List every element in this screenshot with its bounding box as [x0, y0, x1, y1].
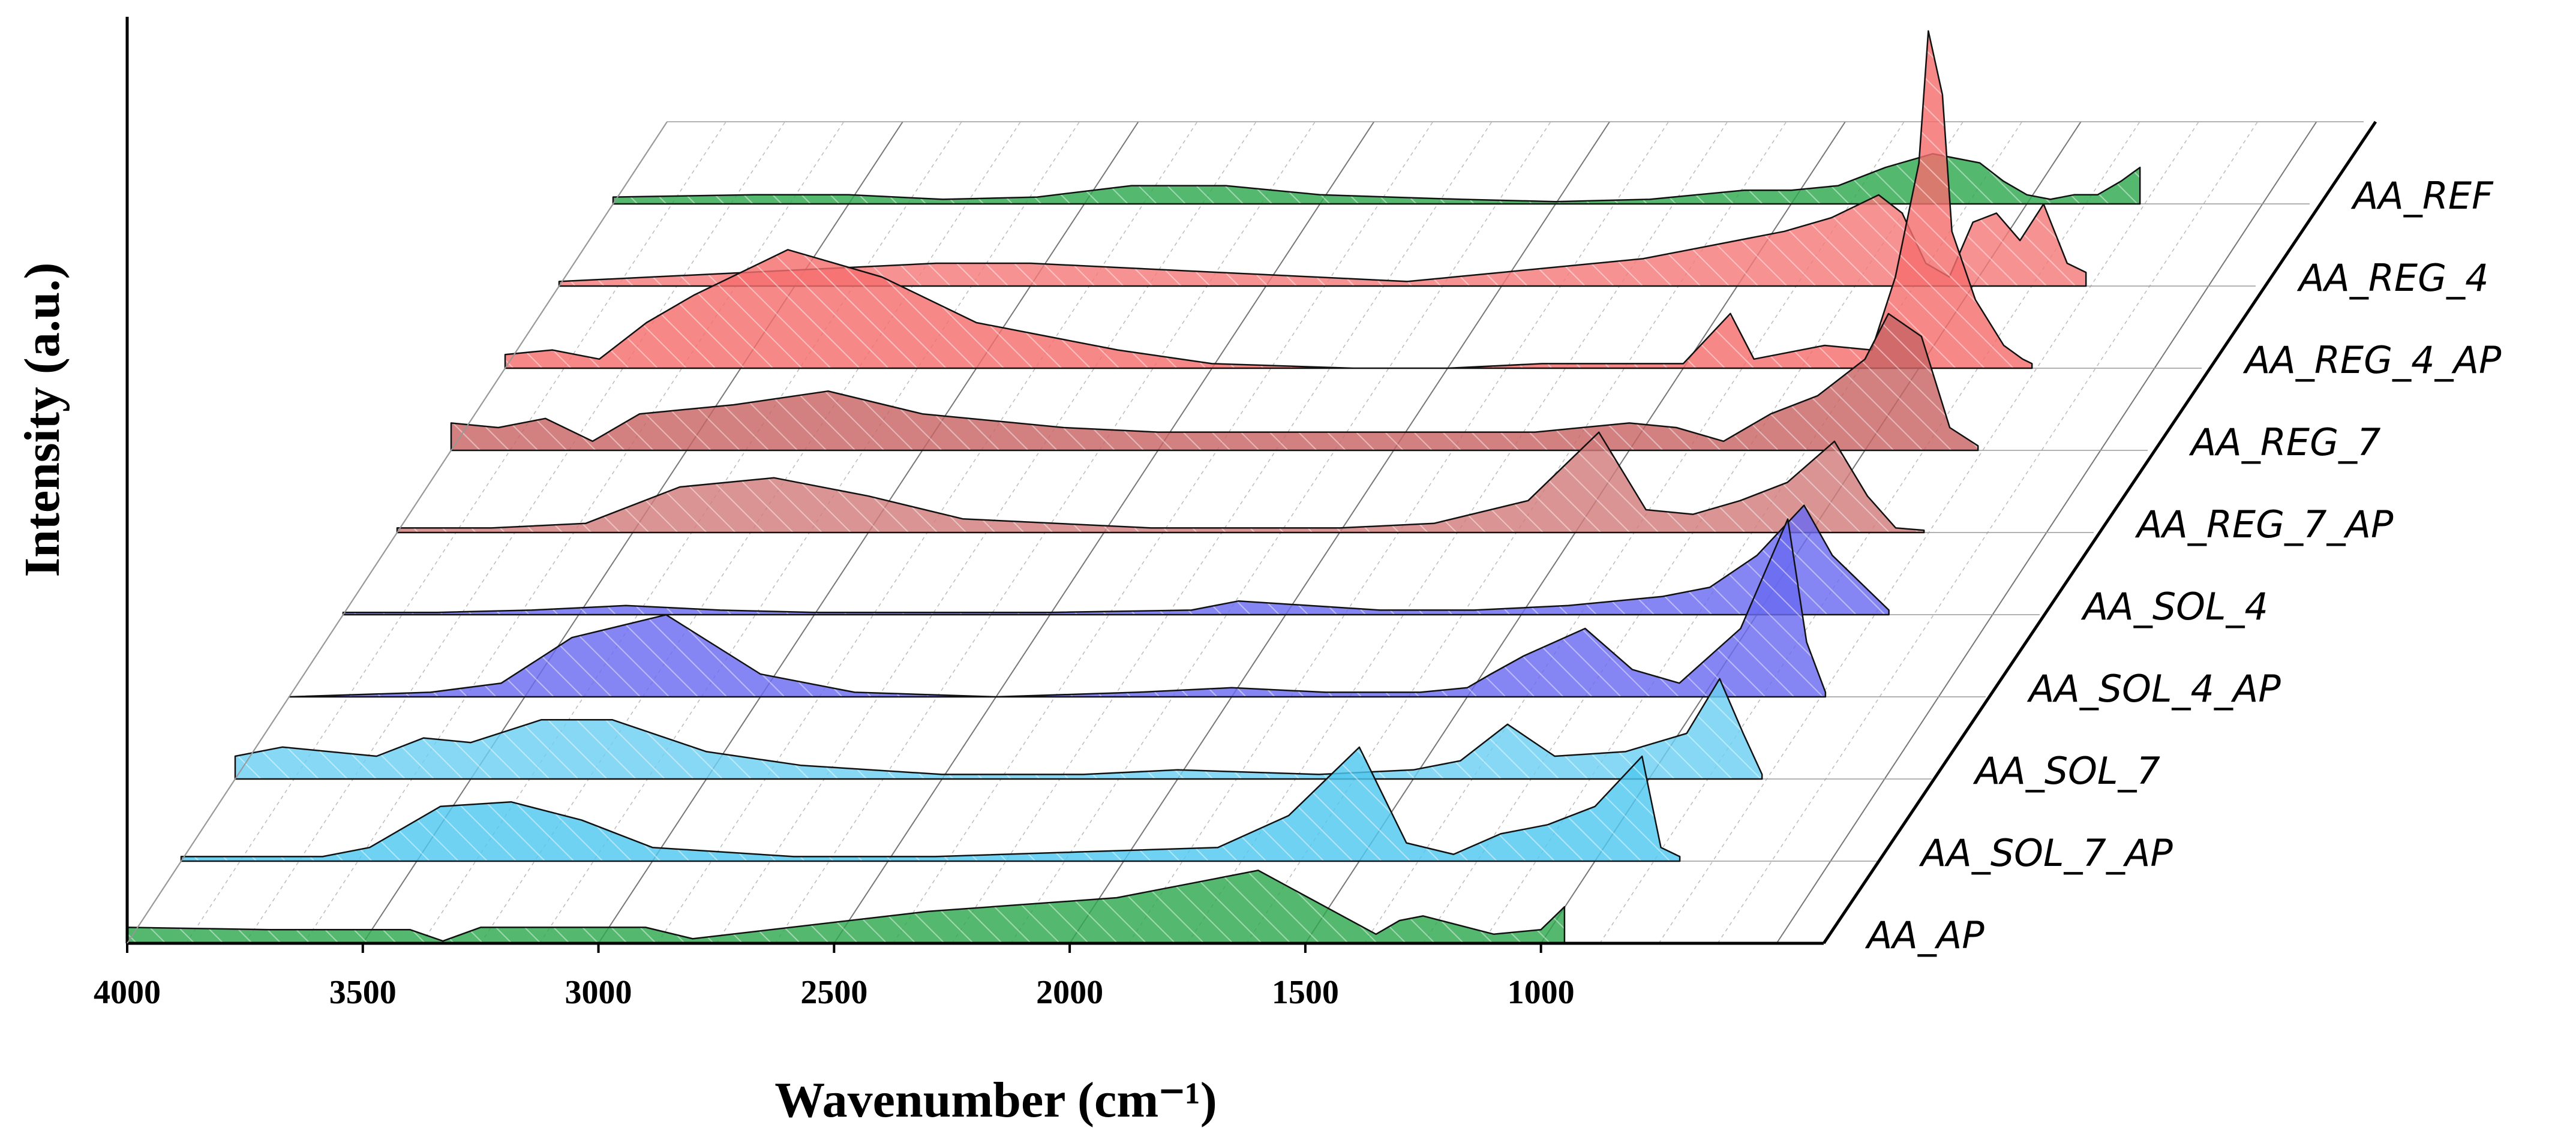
y-axis-title: Intensity (a.u.): [14, 262, 70, 577]
series-label: AA_SOL_7_AP: [1919, 831, 2173, 875]
x-tick-label: 2500: [800, 974, 867, 1011]
series-slice: [342, 504, 1890, 616]
series-slices: [126, 30, 2141, 945]
series-slice: [288, 518, 1827, 698]
series-line: [126, 870, 1566, 945]
series-label: AA_REF: [2350, 174, 2494, 218]
series-line: [558, 194, 2087, 287]
series-line: [180, 746, 1681, 862]
series-line: [234, 678, 1763, 780]
x-axis-ticks: 4000 3500 3000 2500 2000 1500 1000: [94, 943, 1575, 1011]
x-tick-label: 1000: [1508, 974, 1575, 1011]
series-line: [504, 30, 2033, 369]
series-line: [450, 312, 1979, 452]
x-tick-label: 4000: [94, 974, 161, 1011]
series-label: AA_SOL_4: [2080, 585, 2268, 628]
series-slice: [558, 194, 2087, 287]
series-line: [342, 504, 1890, 616]
series-slice: [612, 153, 2141, 205]
series-slice: [126, 870, 1566, 945]
series-slice: [234, 678, 1763, 780]
x-tick-label: 1500: [1272, 974, 1339, 1011]
series-label: AA_REG_7_AP: [2134, 503, 2394, 546]
x-tick-label: 3500: [329, 974, 397, 1011]
depth-axis-line: [1822, 121, 2377, 945]
series-line: [396, 431, 1925, 534]
series-slice: [504, 30, 2033, 369]
depth-axis-left: [127, 121, 668, 944]
series-label: AA_REG_4_AP: [2242, 338, 2502, 382]
x-axis-title-text: Wavenumber (cm⁻¹): [774, 1072, 1217, 1128]
x-axis-title: Wavenumber (cm⁻¹): [774, 1072, 1217, 1128]
series-line: [288, 518, 1827, 698]
series-slice: [450, 312, 1979, 452]
series-label: AA_AP: [1865, 913, 1984, 957]
series-slice: [396, 431, 1925, 534]
series-label: AA_REG_7: [2188, 420, 2381, 464]
series-line: [612, 153, 2141, 205]
x-tick-label: 3000: [565, 974, 632, 1011]
x-tick-label: 2000: [1036, 974, 1103, 1011]
series-labels: AA_AP AA_SOL_7_AP AA_SOL_7 AA_SOL_4_AP AA_SO…: [1865, 174, 2502, 957]
series-slice: [180, 746, 1681, 862]
series-label: AA_REG_4: [2296, 256, 2489, 300]
series-label: AA_SOL_7: [1972, 749, 2160, 793]
series-label: AA_SOL_4_AP: [2026, 667, 2281, 711]
